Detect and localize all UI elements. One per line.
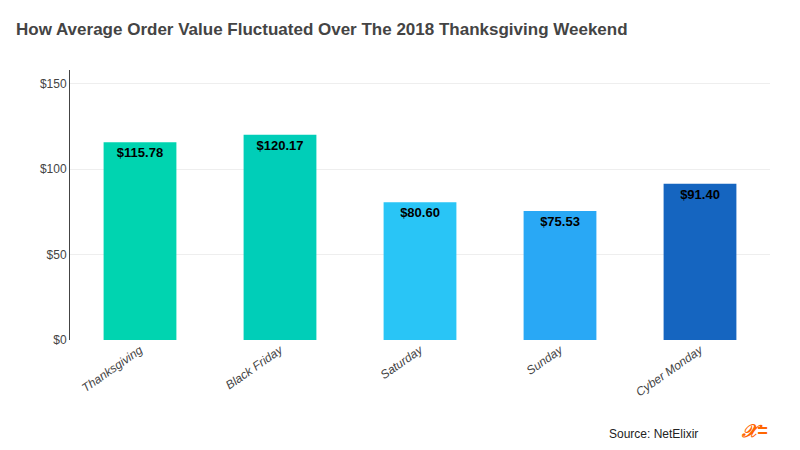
svg-text:Source: NetElixir: Source: NetElixir	[609, 427, 698, 441]
svg-text:Cyber Monday: Cyber Monday	[633, 342, 706, 399]
svg-text:𝒳=: 𝒳=	[741, 421, 768, 441]
svg-text:$0: $0	[53, 333, 67, 347]
svg-text:$91.40: $91.40	[680, 187, 720, 202]
svg-text:Black Friday: Black Friday	[223, 342, 286, 392]
svg-text:$115.78: $115.78	[117, 145, 163, 160]
svg-text:$75.53: $75.53	[540, 214, 580, 229]
svg-text:$150: $150	[40, 77, 67, 91]
svg-text:$100: $100	[40, 162, 67, 176]
svg-text:$120.17: $120.17	[257, 138, 304, 153]
svg-text:$80.60: $80.60	[400, 205, 440, 220]
svg-text:How Average Order Value Fluctu: How Average Order Value Fluctuated Over …	[16, 20, 628, 39]
svg-text:Saturday: Saturday	[378, 342, 426, 382]
svg-text:Thanksgiving: Thanksgiving	[79, 343, 145, 395]
svg-text:$50: $50	[47, 248, 67, 262]
svg-text:Sunday: Sunday	[524, 342, 566, 377]
